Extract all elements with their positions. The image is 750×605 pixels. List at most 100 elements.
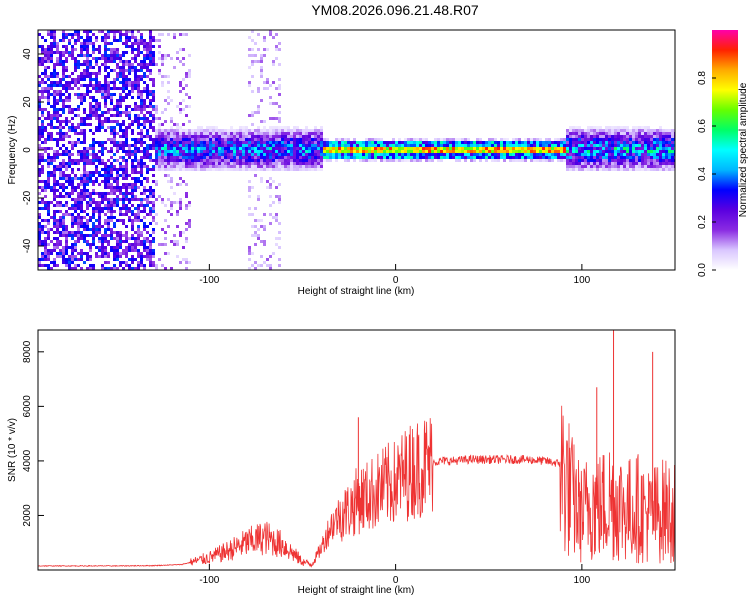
- spectrogram-cell: [254, 234, 257, 237]
- spectrogram-cell: [164, 57, 167, 60]
- spectrogram-cell: [74, 63, 77, 66]
- spectrogram-cell: [620, 156, 623, 159]
- spectrogram-cell: [584, 156, 587, 159]
- spectrogram-cell: [308, 150, 311, 153]
- spectrogram-cell: [146, 195, 149, 198]
- spectrogram-cell: [38, 81, 41, 84]
- spectrogram-cell: [140, 159, 143, 162]
- spectrogram-cell: [500, 138, 503, 141]
- spectrogram-cell: [89, 96, 92, 99]
- spectrogram-cell: [263, 144, 266, 147]
- spectrogram-cell: [137, 159, 140, 162]
- spectrogram-cell: [251, 60, 254, 63]
- spectrogram-cell: [563, 153, 566, 156]
- spectrogram-cell: [377, 153, 380, 156]
- spectrogram-cell: [251, 132, 254, 135]
- spectrogram-cell: [131, 48, 134, 51]
- spectrogram-cell: [269, 117, 272, 120]
- spectrogram-cell: [308, 132, 311, 135]
- spectrogram-cell: [95, 60, 98, 63]
- spectrogram-cell: [185, 183, 188, 186]
- spectrogram-cell: [248, 129, 251, 132]
- spectrogram-cell: [635, 135, 638, 138]
- spectrogram-cell: [62, 36, 65, 39]
- spectrogram-cell: [251, 186, 254, 189]
- spectrogram-cell: [476, 144, 479, 147]
- spectrogram-cell: [236, 147, 239, 150]
- spectrogram-cell: [62, 222, 65, 225]
- spectrogram-cell: [137, 267, 140, 270]
- spectrogram-cell: [137, 45, 140, 48]
- spectrogram-cell: [632, 126, 635, 129]
- spectrogram-cell: [671, 153, 674, 156]
- spectrogram-cell: [134, 81, 137, 84]
- spectrogram-cell: [194, 162, 197, 165]
- spectrogram-cell: [119, 174, 122, 177]
- spectrogram-cell: [587, 168, 590, 171]
- spectrogram-cell: [170, 201, 173, 204]
- spectrogram-cell: [572, 156, 575, 159]
- spectrogram-cell: [74, 30, 77, 33]
- spectrogram-cell: [224, 144, 227, 147]
- spectrogram-cell: [137, 30, 140, 33]
- spectrogram-cell: [122, 120, 125, 123]
- spectrogram-cell: [38, 153, 41, 156]
- spectrogram-cell: [122, 123, 125, 126]
- spectrogram-cell: [80, 54, 83, 57]
- spectrogram-cell: [614, 129, 617, 132]
- spectrogram-cell: [620, 162, 623, 165]
- spectrogram-cell: [62, 246, 65, 249]
- spectrogram-cell: [332, 144, 335, 147]
- spectrogram-cell: [359, 150, 362, 153]
- spectrogram-cell: [485, 147, 488, 150]
- spectrogram-cell: [74, 189, 77, 192]
- spectrogram-cell: [92, 105, 95, 108]
- spectrogram-cell: [104, 168, 107, 171]
- spectrogram-cell: [596, 165, 599, 168]
- spectrogram-cell: [326, 153, 329, 156]
- spectrogram-cell: [86, 48, 89, 51]
- spectrogram-cell: [44, 129, 47, 132]
- spectrogram-cell: [119, 72, 122, 75]
- spectrogram-cell: [47, 162, 50, 165]
- spectrogram-cell: [68, 261, 71, 264]
- spectrogram-cell: [125, 162, 128, 165]
- spectrogram-cell: [92, 231, 95, 234]
- spectrogram-cell: [92, 264, 95, 267]
- spectrogram-cell: [161, 75, 164, 78]
- spectrogram-cell: [98, 237, 101, 240]
- spectrogram-cell: [260, 66, 263, 69]
- spectrogram-cell: [608, 150, 611, 153]
- spectrogram-cell: [440, 141, 443, 144]
- spectrogram-cell: [143, 87, 146, 90]
- spectrogram-cell: [158, 258, 161, 261]
- spectrogram-cell: [83, 165, 86, 168]
- spectrogram-cell: [434, 147, 437, 150]
- spectrogram-cell: [125, 114, 128, 117]
- spectrogram-cell: [278, 78, 281, 81]
- spectrogram-cell: [536, 141, 539, 144]
- spectrogram-cell: [140, 192, 143, 195]
- spectrogram-cell: [158, 153, 161, 156]
- spectrogram-cell: [56, 48, 59, 51]
- spectrogram-cell: [236, 150, 239, 153]
- spectrogram-cell: [74, 255, 77, 258]
- spectrogram-cell: [65, 150, 68, 153]
- spectrogram-cell: [140, 255, 143, 258]
- spectrogram-cell: [74, 264, 77, 267]
- spectrogram-cell: [611, 144, 614, 147]
- spectrogram-cell: [53, 186, 56, 189]
- spectrogram-cell: [179, 90, 182, 93]
- spectrogram-cell: [122, 141, 125, 144]
- spectrogram-cell: [608, 135, 611, 138]
- spectrogram-cell: [188, 153, 191, 156]
- spectrogram-cell: [218, 168, 221, 171]
- spectrogram-cell: [296, 144, 299, 147]
- spectrogram-cell: [440, 153, 443, 156]
- spectrogram-cell: [182, 123, 185, 126]
- spectrogram-cell: [491, 141, 494, 144]
- spectrogram-cell: [152, 138, 155, 141]
- spectrogram-cell: [164, 132, 167, 135]
- spectrogram-cell: [194, 159, 197, 162]
- spectrogram-cell: [602, 165, 605, 168]
